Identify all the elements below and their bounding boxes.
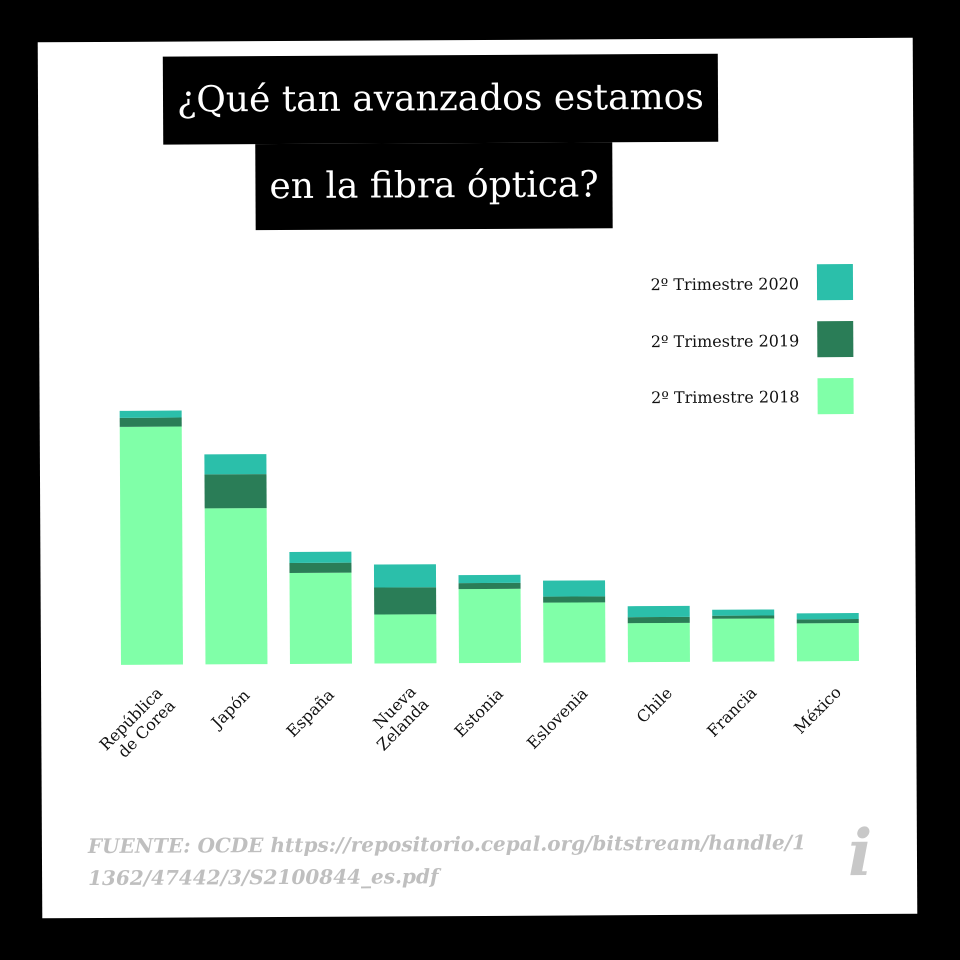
bar-2020-0 bbox=[119, 410, 182, 418]
bar-2019-5 bbox=[543, 596, 606, 603]
bar-2018-5 bbox=[543, 602, 606, 663]
bar-2018-2 bbox=[289, 572, 352, 664]
logo-i-icon: i bbox=[847, 815, 873, 892]
bar-2019-0 bbox=[119, 417, 182, 427]
bar-2020-7 bbox=[712, 609, 775, 616]
category-label-3: NuevaZelanda bbox=[360, 682, 433, 755]
bar-2018-8 bbox=[796, 623, 859, 662]
bar-2020-8 bbox=[796, 613, 859, 620]
bar-2019-6 bbox=[627, 616, 690, 624]
category-label-4: Estonia bbox=[451, 684, 508, 741]
bar-2020-1 bbox=[204, 454, 267, 475]
bar-2019-4 bbox=[458, 582, 521, 590]
bar-2018-6 bbox=[627, 622, 690, 663]
category-label-2: España bbox=[283, 685, 339, 741]
bar-2020-6 bbox=[627, 605, 690, 618]
bar-2018-0 bbox=[119, 426, 183, 665]
category-label-5: Eslovenia bbox=[523, 684, 592, 753]
category-label-0: Repúblicade Corea bbox=[96, 683, 180, 767]
stacked-bar-chart: Repúblicade Corea Japón España NuevaZelanda… bbox=[96, 410, 859, 767]
bar-2020-5 bbox=[543, 580, 606, 597]
category-label-1: Japón bbox=[206, 686, 253, 734]
bar-2020-2 bbox=[289, 551, 352, 563]
category-label-8: México bbox=[790, 683, 845, 738]
bar-2019-7 bbox=[712, 615, 775, 619]
category-label-6: Chile bbox=[633, 683, 676, 726]
bar-2020-4 bbox=[458, 574, 521, 584]
chart-card: ¿Qué tan avanzados estamos en la fibra ó… bbox=[37, 37, 918, 919]
bar-2018-4 bbox=[458, 588, 521, 664]
bar-2019-3 bbox=[374, 587, 437, 615]
bar-2018-1 bbox=[204, 508, 268, 665]
bar-2019-8 bbox=[796, 619, 859, 624]
category-label-7: Francia bbox=[703, 683, 761, 741]
bar-2018-3 bbox=[374, 614, 437, 664]
bar-2020-3 bbox=[373, 564, 437, 588]
bar-2018-7 bbox=[712, 618, 775, 662]
bar-2019-1 bbox=[204, 474, 267, 509]
source-note: FUENTE: OCDE https://repositorio.cepal.o… bbox=[87, 830, 807, 891]
bar-2019-2 bbox=[289, 562, 352, 573]
